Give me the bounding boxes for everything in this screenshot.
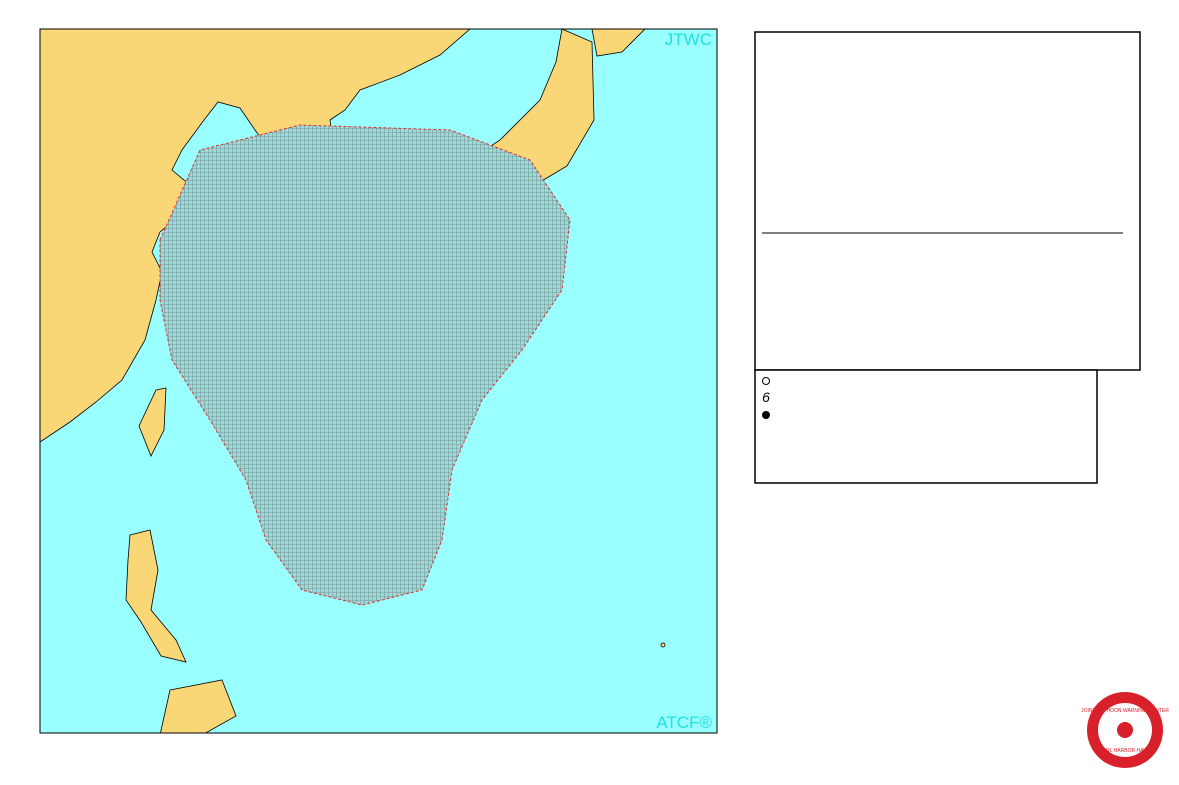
logo-subtext: PEARL HARBOR HAWAII	[1096, 748, 1154, 754]
logo-text: JOINT TYPHOON WARNING CENTER	[1081, 708, 1169, 714]
map: JTWC ATCF®	[40, 29, 717, 733]
legend-symbol	[762, 411, 770, 419]
legend-symbol	[762, 377, 770, 385]
system-label: ATCF®	[656, 713, 712, 732]
logo: JOINT TYPHOON WARNING CENTER PEARL HARBO…	[1081, 692, 1169, 768]
legend-symbol: 6	[762, 389, 770, 405]
legend-box	[754, 369, 1098, 484]
danger-area	[159, 124, 571, 606]
warning-box	[754, 31, 1141, 371]
map-frame	[39, 28, 718, 734]
agency-label: JTWC	[665, 30, 712, 49]
